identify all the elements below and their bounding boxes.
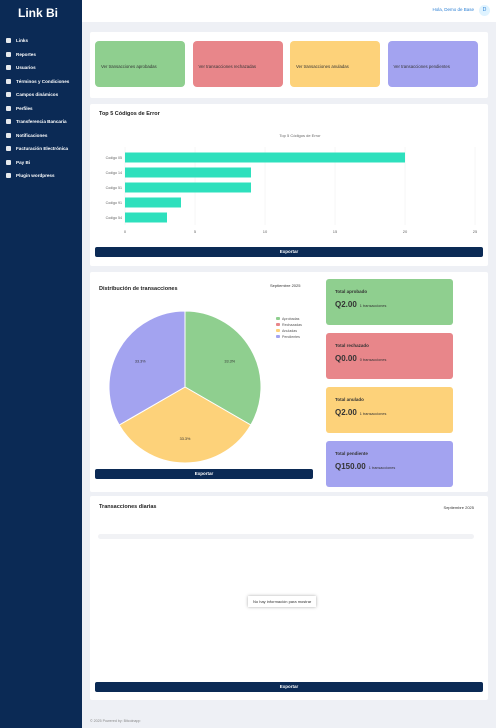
count: 1 transacciones [359,304,387,308]
period-select[interactable]: Septiembre 2025 [270,283,301,288]
total-card: Total anulado Q2.00 1 transacciones [326,387,453,433]
logo: Link Bi [18,6,59,20]
menu-item[interactable]: Pay Bi [6,156,69,170]
total-card: Total rechazado Q0.00 0 transacciones [326,333,453,379]
topbar: Hola, Demo de Base D [82,0,496,22]
error-panel: Top 5 Códigos de Error Exportar [90,104,488,266]
total-label: Total pendiente [335,451,368,456]
quick-card[interactable]: Ver transacciones rechazadas [192,41,283,87]
panel-title: Top 5 Códigos de Error [99,111,160,117]
amount: Q2.00 [335,408,357,417]
empty-message: No hay información para mostrar [248,596,317,607]
panel-title: Distribución de transacciones [99,286,178,292]
menu-item[interactable]: Reportes [6,48,69,62]
total-amount: Q2.00 1 transacciones [335,408,444,417]
menu-item[interactable]: Links [6,34,69,48]
quick-card[interactable]: Ver transacciones aprobadas [95,41,185,87]
total-label: Total anulado [335,397,364,402]
panel-title: Transacciones diarias [99,504,157,510]
total-amount: Q150.00 1 transacciones [335,462,444,471]
total-card: Total pendiente Q150.00 1 transacciones [326,441,453,487]
count: 1 transacciones [368,466,396,470]
period-select[interactable]: Septiembre 2025 [443,505,474,510]
total-amount: Q2.00 1 transacciones [335,300,444,309]
quick-card[interactable]: Ver transacciones anuladas [290,41,380,87]
menu-item[interactable]: Campos dinámicos [6,88,69,102]
quick-card[interactable]: Ver transacciones pendientes [387,41,478,87]
count: 0 transacciones [359,358,387,362]
menu-item[interactable]: Facturación Electrónica [6,142,69,156]
total-card: Total aprobado Q2.00 1 transacciones [326,279,453,325]
amount: Q0.00 [335,354,357,363]
sidebar: Link Bi Links Reportes Usuarios Términos y … [0,0,82,728]
menu-item[interactable]: Términos y Condiciones [6,75,69,89]
menu-item[interactable]: Plugin wordpress [6,169,69,183]
greeting: Hola, Demo de Base [432,7,474,12]
menu: Links Reportes Usuarios Términos y Condicio… [6,34,69,183]
menu-item[interactable]: Notificaciones [6,129,69,143]
amount: Q2.00 [335,300,357,309]
export-button[interactable]: Exportar [95,469,313,479]
avatar[interactable]: D [479,5,490,16]
footer: © 2025 Powered by: Bitcoinapp [90,719,141,723]
menu-item[interactable]: Usuarios [6,61,69,75]
placeholder-bar [98,534,474,539]
menu-item[interactable]: Perfiles [6,102,69,116]
export-button[interactable]: Exportar [95,682,483,692]
quick-cards: Ver transacciones aprobadas Ver transacci… [90,32,488,98]
menu-item[interactable]: Transferencia Bancaria [6,115,69,129]
count: 1 transacciones [359,412,387,416]
total-amount: Q0.00 0 transacciones [335,354,444,363]
total-label: Total rechazado [335,343,369,348]
amount: Q150.00 [335,462,366,471]
total-label: Total aprobado [335,289,368,294]
export-button[interactable]: Exportar [95,247,483,257]
daily-panel: Transacciones diarias Septiembre 2025 No… [90,496,488,700]
